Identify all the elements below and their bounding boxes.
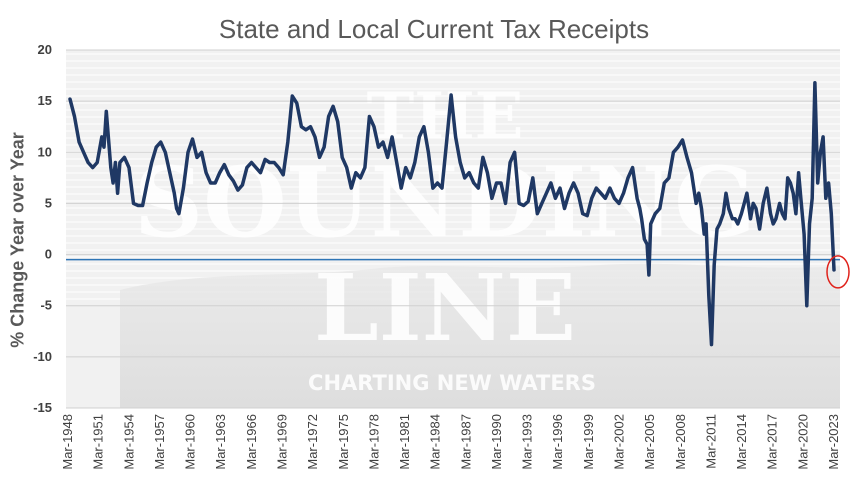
x-tick-label: Mar-1951 xyxy=(91,414,106,470)
x-tick-label: Mar-1966 xyxy=(244,414,259,470)
y-tick-label: -15 xyxy=(33,400,52,415)
x-tick-label: Mar-1987 xyxy=(458,414,473,470)
x-tick-label: Mar-1996 xyxy=(550,414,565,470)
x-tick-label: Mar-2014 xyxy=(734,414,749,470)
gridlines xyxy=(66,49,840,409)
x-tick-label: Mar-1957 xyxy=(152,414,167,470)
x-tick-label: Mar-1978 xyxy=(366,414,381,470)
series-line xyxy=(68,80,836,347)
x-tick-label: Mar-2020 xyxy=(795,414,810,470)
x-tick-label: Mar-1948 xyxy=(60,414,75,470)
y-tick-label: 0 xyxy=(45,247,52,262)
x-tick-label: Mar-2002 xyxy=(612,414,627,470)
y-tick-label: -5 xyxy=(40,298,52,313)
y-tick-label: -10 xyxy=(33,349,52,364)
watermark-sea xyxy=(120,263,840,408)
x-tick-label: Mar-2011 xyxy=(703,414,718,469)
highlight-circle xyxy=(826,255,850,289)
x-tick-label: Mar-2017 xyxy=(765,414,780,470)
x-tick-label: Mar-2023 xyxy=(826,414,841,470)
x-tick-label: Mar-1975 xyxy=(336,414,351,470)
y-tick-label: 10 xyxy=(38,144,52,159)
x-tick-label: Mar-2005 xyxy=(642,414,657,470)
y-tick-label: 5 xyxy=(45,195,52,210)
watermark-line3: LINE xyxy=(314,254,576,362)
x-tick-label: Mar-1963 xyxy=(213,414,228,470)
watermark-tagline: CHARTING NEW WATERS xyxy=(308,371,596,395)
y-tick-label: 20 xyxy=(38,42,52,57)
x-tick-label: Mar-1984 xyxy=(428,414,443,470)
x-tick-label: Mar-1999 xyxy=(581,414,596,470)
x-tick-label: Mar-1993 xyxy=(520,414,535,470)
x-tick-label: Mar-1954 xyxy=(121,414,136,470)
x-tick-label: Mar-1972 xyxy=(305,414,320,470)
chart-title: State and Local Current Tax Receipts xyxy=(218,14,650,44)
x-tick-label: Mar-2008 xyxy=(673,414,688,470)
y-tick-label: 15 xyxy=(38,93,52,108)
y-tick-labels: -15 -10 -5 0 5 10 15 20 xyxy=(33,42,52,415)
x-tick-labels: Mar-1948 Mar-1951 Mar-1954 Mar-1957 Mar-1960… xyxy=(60,414,841,470)
x-tick-label: Mar-1969 xyxy=(274,414,289,470)
x-tick-label: Mar-1990 xyxy=(489,414,504,470)
x-tick-label: Mar-1981 xyxy=(397,414,412,470)
x-tick-label: Mar-1960 xyxy=(183,414,198,470)
